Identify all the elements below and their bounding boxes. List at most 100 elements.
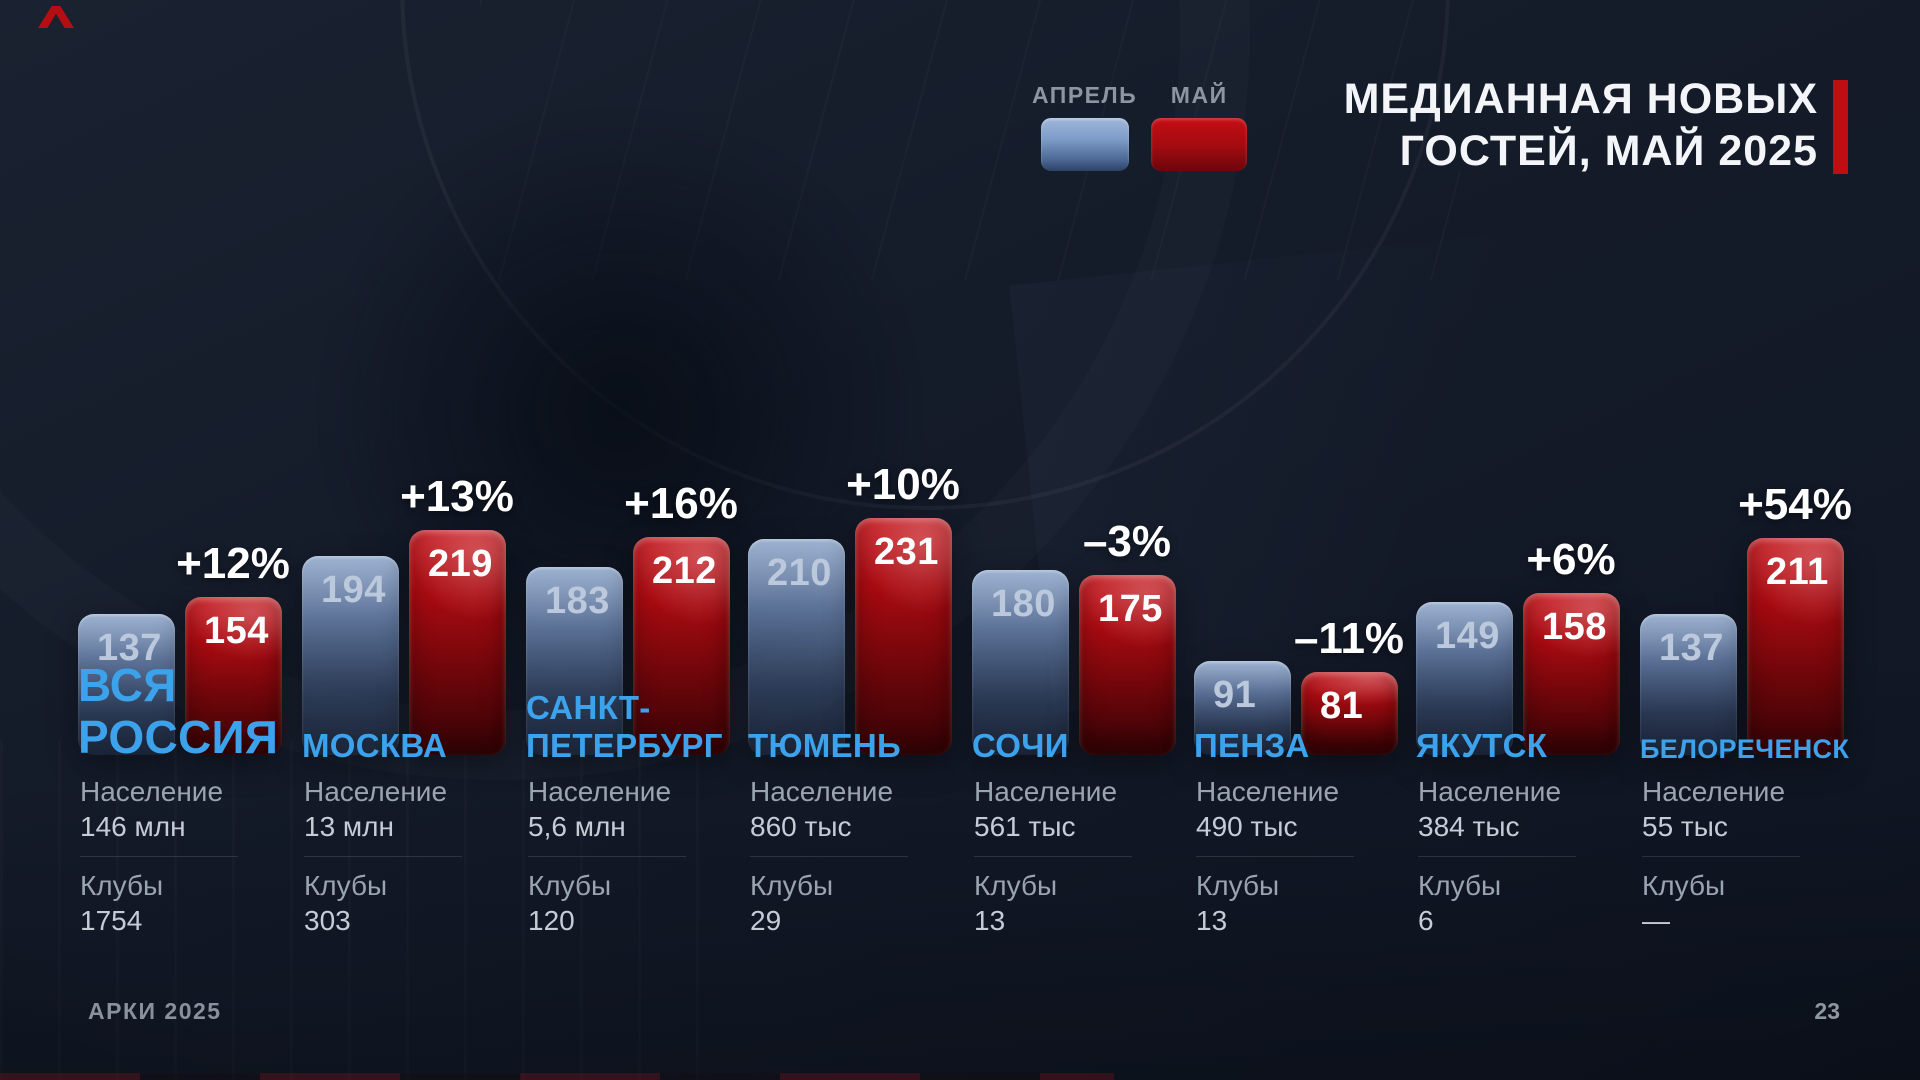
april-bar: 180 [972, 570, 1069, 755]
april-bar: 194 [302, 556, 399, 755]
may-bar: 231 [855, 518, 952, 755]
population-label: Население [974, 776, 1118, 807]
population-value: 860 тыс [750, 811, 852, 842]
april-bar: 210 [748, 539, 845, 755]
april-value: 210 [767, 552, 832, 594]
population-label: Население [1418, 776, 1562, 807]
city-label: БЕЛОРЕЧЕНСК [1640, 733, 1850, 764]
may-bar: 219 [409, 530, 506, 755]
clubs-label: Клубы [1642, 870, 1726, 901]
may-value: 81 [1320, 685, 1364, 727]
meta-divider [1642, 856, 1800, 857]
april-value: 91 [1213, 674, 1257, 716]
may-value: 219 [428, 543, 493, 585]
city-group: 183 212 +16% САНКТ-ПЕТЕРБУРГ Население 5… [526, 0, 750, 1080]
slide-title-line1: МЕДИАННАЯ НОВЫХ [1343, 75, 1818, 123]
change-percent: +6% [1526, 535, 1616, 584]
city-label: МОСКВА [302, 726, 447, 764]
clubs-label: Клубы [304, 870, 388, 901]
may-value: 158 [1542, 606, 1607, 648]
city-group: 137 211 +54% БЕЛОРЕЧЕНСК Население 55 ты… [1640, 0, 1864, 1080]
change-percent: +13% [400, 472, 514, 521]
bg-bottom-strip [0, 1073, 1114, 1080]
may-value: 211 [1766, 551, 1829, 593]
legend-may: МАЙ [1151, 82, 1248, 171]
may-bar: 81 [1301, 672, 1398, 755]
city-group: 149 158 +6% ЯКУТСК Население 384 тыс Клу… [1416, 0, 1640, 1080]
april-value: 137 [97, 627, 162, 669]
city-group: 137 154 +12% ВСЯ РОССИЯ Население 146 мл… [78, 0, 302, 1080]
footer-brand: АРКИ 2025 [88, 998, 222, 1024]
population-label: Население [528, 776, 672, 807]
clubs-value: 303 [304, 905, 351, 936]
april-bar: 91 [1194, 661, 1291, 755]
clubs-label: Клубы [528, 870, 612, 901]
city-group: 210 231 +10% ТЮМЕНЬ Население 860 тыс Кл… [748, 0, 972, 1080]
clubs-value: 29 [750, 905, 782, 936]
city-label: СОЧИ [972, 726, 1069, 764]
change-percent: +54% [1738, 480, 1852, 529]
clubs-value: 120 [528, 905, 575, 936]
city-meta: Население 561 тыс Клубы 13 [974, 776, 1162, 937]
clubs-label: Клубы [1418, 870, 1502, 901]
april-value: 194 [321, 569, 386, 611]
legend-april-label: АПРЕЛЬ [1032, 82, 1138, 108]
may-value: 212 [652, 550, 717, 592]
change-percent: +10% [846, 460, 960, 509]
population-value: 146 млн [80, 811, 186, 842]
clubs-value: — [1642, 905, 1670, 936]
may-bar: 158 [1523, 593, 1620, 755]
april-value: 180 [991, 583, 1056, 625]
may-bar: 175 [1079, 575, 1176, 755]
city-group: 91 81 –11% ПЕНЗА Население 490 тыс Клубы… [1194, 0, 1418, 1080]
population-label: Население [1642, 776, 1786, 807]
legend-april-swatch [1040, 118, 1129, 171]
may-value: 154 [204, 610, 269, 652]
change-percent: –3% [1082, 517, 1172, 566]
clubs-value: 1754 [80, 905, 143, 936]
legend-april: АПРЕЛЬ [1032, 82, 1137, 171]
meta-divider [1418, 856, 1576, 857]
may-bar: 154 [185, 597, 282, 755]
population-value: 561 тыс [974, 811, 1076, 842]
april-value: 183 [545, 580, 610, 622]
population-label: Население [1196, 776, 1340, 807]
may-value: 175 [1098, 588, 1163, 630]
population-value: 5,6 млн [528, 811, 626, 842]
population-value: 13 млн [304, 811, 394, 842]
city-meta: Население 13 млн Клубы 303 [304, 776, 492, 937]
city-label: ВСЯ РОССИЯ [78, 659, 279, 764]
city-label: САНКТ-ПЕТЕРБУРГ [526, 689, 723, 764]
clubs-value: 13 [1196, 905, 1228, 936]
april-bar: 137 [1640, 614, 1737, 755]
meta-divider [528, 856, 686, 857]
population-value: 384 тыс [1418, 811, 1520, 842]
clubs-label: Клубы [974, 870, 1058, 901]
slide-title: МЕДИАННАЯ НОВЫХ ГОСТЕЙ, МАЙ 2025 [1344, 74, 1848, 177]
clubs-label: Клубы [80, 870, 164, 901]
may-value: 231 [874, 531, 939, 573]
city-meta: Население 55 тыс Клубы — [1642, 776, 1830, 937]
april-value: 137 [1659, 627, 1724, 669]
city-meta: Население 490 тыс Клубы 13 [1196, 776, 1384, 937]
april-bar: 183 [526, 567, 623, 755]
population-value: 55 тыс [1642, 811, 1728, 842]
april-bar: 149 [1416, 602, 1513, 755]
population-value: 490 тыс [1196, 811, 1298, 842]
city-meta: Население 860 тыс Клубы 29 [750, 776, 938, 937]
meta-divider [1196, 856, 1354, 857]
population-label: Население [80, 776, 224, 807]
meta-divider [304, 856, 462, 857]
population-label: Население [304, 776, 448, 807]
may-bar: 211 [1747, 538, 1844, 755]
legend-may-swatch [1151, 118, 1248, 171]
legend-may-label: МАЙ [1170, 82, 1228, 108]
city-meta: Население 384 тыс Клубы 6 [1418, 776, 1606, 937]
meta-divider [80, 856, 238, 857]
clubs-value: 6 [1418, 905, 1434, 936]
clubs-value: 13 [974, 905, 1006, 936]
population-label: Население [750, 776, 894, 807]
